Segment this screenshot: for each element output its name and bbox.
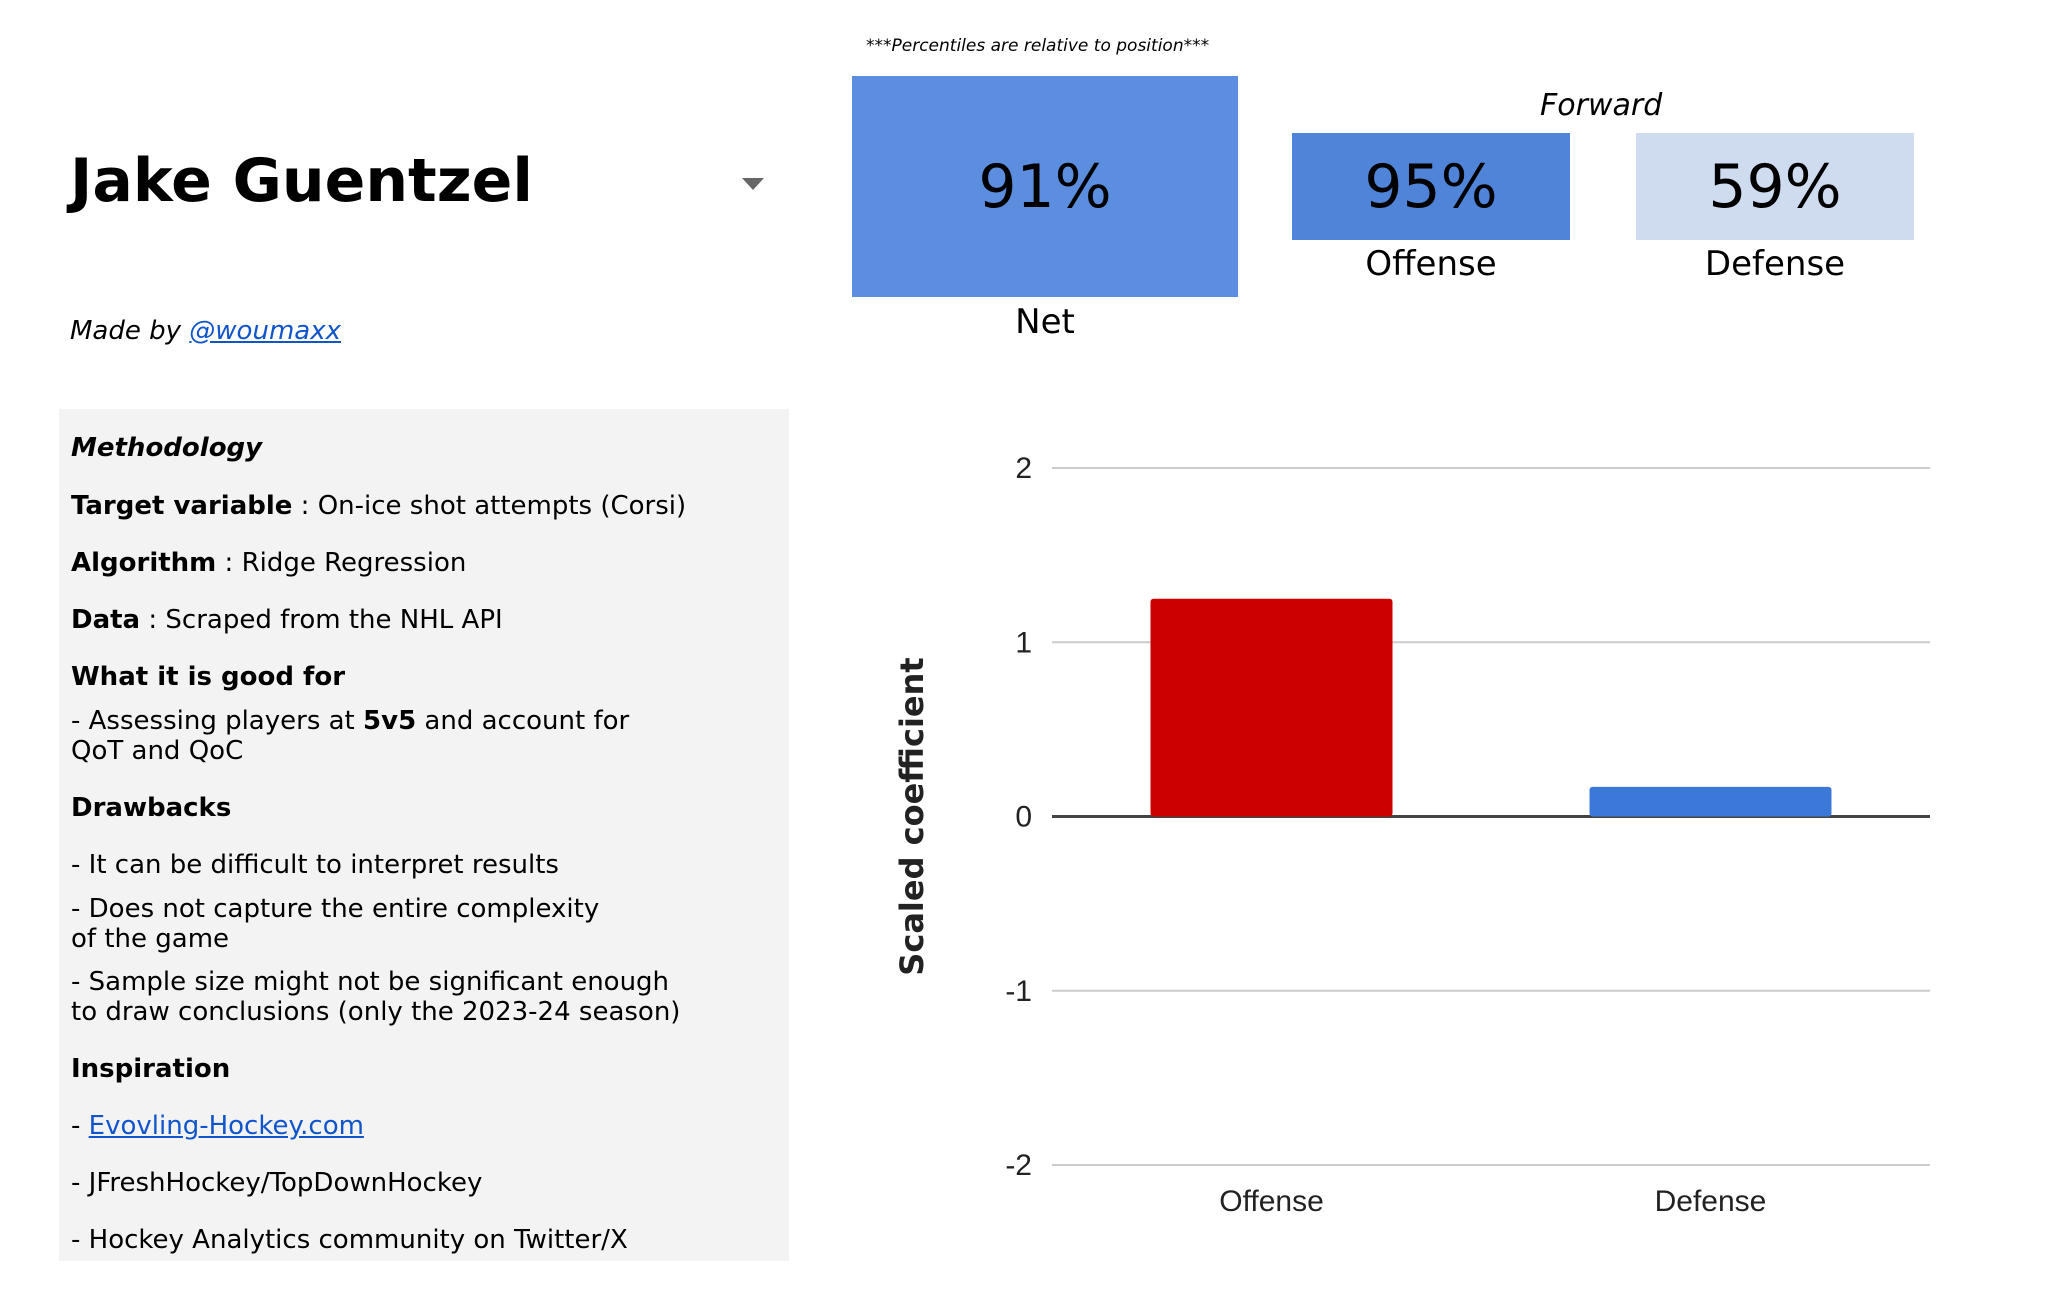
good-for-post: and account for	[416, 706, 630, 736]
x-category-label: Offense	[1219, 1185, 1324, 1218]
target-label: Target variable	[71, 491, 293, 521]
defense-percentile-value: 59%	[1708, 151, 1842, 222]
bar-offense	[1150, 598, 1393, 817]
x-category-label: Defense	[1655, 1185, 1767, 1218]
defense-percentile-tile: 59%	[1636, 133, 1914, 240]
drawback-2-line-1: - Does not capture the entire complexity	[71, 894, 600, 924]
percentile-note: ***Percentiles are relative to position*…	[866, 36, 1210, 56]
position-label: Forward	[1540, 88, 1663, 123]
good-for-line-1: - Assessing players at 5v5 and account f…	[71, 706, 629, 737]
inspiration-2: - JFreshHockey/TopDownHockey	[71, 1168, 483, 1198]
offense-percentile-label: Offense	[1365, 244, 1497, 284]
inspiration-1: - Evovling-Hockey.com	[71, 1111, 364, 1142]
offense-percentile-tile: 95%	[1292, 133, 1570, 240]
y-tick-label: 0	[1015, 801, 1032, 834]
target-value: : On-ice shot attempts (Corsi)	[292, 491, 687, 521]
good-for-line-2: QoT and QoC	[71, 736, 244, 766]
y-tick-label: -1	[1005, 975, 1032, 1008]
inspiration-1-prefix: -	[71, 1111, 89, 1141]
methodology-panel: Methodology Target variable : On-ice sho…	[59, 409, 789, 1261]
algorithm-line: Algorithm : Ridge Regression	[71, 548, 466, 579]
player-dropdown-icon[interactable]	[742, 178, 764, 190]
drawback-3-line-2: to draw conclusions (only the 2023-24 se…	[71, 997, 681, 1027]
drawbacks-title: Drawbacks	[71, 793, 232, 823]
y-axis-label: Scaled coefficient	[893, 657, 931, 975]
coefficient-bar-chart: 2 1 0 -1 -2 Offense Defense Scaled coefficient	[893, 452, 1930, 1218]
algorithm-value: : Ridge Regression	[216, 548, 467, 578]
offense-percentile-value: 95%	[1364, 151, 1498, 222]
good-for-bold: 5v5	[363, 706, 417, 736]
defense-percentile-label: Defense	[1704, 244, 1846, 284]
y-tick-label: 1	[1015, 626, 1032, 659]
good-for-pre: - Assessing players at	[71, 706, 364, 736]
net-percentile-label: Net	[1015, 302, 1075, 342]
methodology-title: Methodology	[71, 433, 263, 463]
player-name[interactable]: Jake Guentzel	[70, 146, 533, 216]
evolving-hockey-link[interactable]: Evovling-Hockey.com	[88, 1111, 364, 1141]
inspiration-title: Inspiration	[71, 1054, 231, 1084]
credit-prefix: Made by	[70, 316, 190, 346]
net-percentile-tile: 91%	[852, 76, 1238, 297]
algorithm-label: Algorithm	[71, 548, 217, 578]
y-tick-label: 2	[1015, 452, 1032, 485]
drawback-1: - It can be difficult to interpret resul…	[71, 850, 559, 880]
credit-handle-link[interactable]: @woumaxx	[189, 316, 341, 346]
credit-line: Made by @woumaxx	[70, 316, 341, 346]
bar-defense	[1589, 786, 1832, 817]
net-percentile-value: 91%	[978, 151, 1112, 222]
data-line: Data : Scraped from the NHL API	[71, 605, 503, 636]
target-variable-line: Target variable : On-ice shot attempts (…	[71, 491, 686, 522]
good-for-title: What it is good for	[71, 662, 346, 692]
data-label: Data	[71, 605, 141, 635]
drawback-2-line-2: of the game	[71, 924, 230, 954]
y-tick-label: -2	[1005, 1149, 1032, 1182]
data-value: : Scraped from the NHL API	[140, 605, 503, 635]
drawback-3-line-1: - Sample size might not be significant e…	[71, 967, 670, 997]
inspiration-3: - Hockey Analytics community on Twitter/…	[71, 1225, 628, 1255]
